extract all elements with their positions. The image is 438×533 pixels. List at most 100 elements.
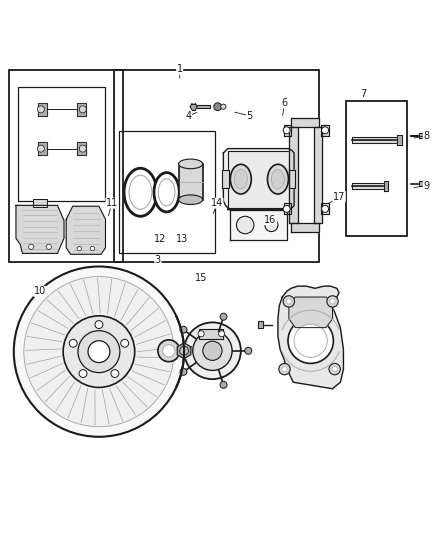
- Polygon shape: [77, 103, 86, 116]
- Circle shape: [79, 369, 87, 377]
- Circle shape: [69, 340, 77, 347]
- Circle shape: [77, 246, 81, 251]
- Ellipse shape: [268, 164, 288, 194]
- Circle shape: [180, 346, 188, 355]
- Polygon shape: [285, 125, 291, 135]
- Circle shape: [198, 330, 204, 337]
- Text: 14: 14: [211, 198, 223, 208]
- Polygon shape: [289, 297, 332, 328]
- Polygon shape: [177, 343, 191, 359]
- Text: 10: 10: [34, 286, 46, 296]
- Polygon shape: [291, 118, 319, 127]
- Circle shape: [121, 340, 129, 347]
- Circle shape: [321, 205, 328, 212]
- Text: 7: 7: [360, 89, 366, 99]
- Polygon shape: [16, 205, 64, 253]
- Text: 4: 4: [185, 111, 191, 121]
- Text: 11: 11: [106, 198, 118, 208]
- Polygon shape: [258, 321, 263, 328]
- Circle shape: [37, 145, 44, 152]
- Circle shape: [214, 103, 222, 111]
- Circle shape: [288, 318, 333, 364]
- Polygon shape: [321, 203, 329, 214]
- Circle shape: [63, 316, 135, 387]
- Bar: [179, 164, 203, 200]
- Circle shape: [37, 106, 44, 113]
- Circle shape: [294, 324, 327, 357]
- Ellipse shape: [179, 159, 203, 169]
- Polygon shape: [223, 171, 229, 188]
- Polygon shape: [38, 142, 46, 155]
- Text: 13: 13: [176, 235, 188, 245]
- Polygon shape: [289, 127, 297, 223]
- Bar: [10, 70, 123, 262]
- Circle shape: [283, 296, 294, 307]
- Text: 17: 17: [333, 192, 345, 201]
- Circle shape: [24, 277, 174, 427]
- Circle shape: [111, 369, 119, 377]
- Circle shape: [90, 246, 95, 251]
- Ellipse shape: [234, 169, 247, 189]
- Circle shape: [79, 145, 86, 152]
- Polygon shape: [352, 137, 398, 143]
- Ellipse shape: [179, 195, 203, 205]
- Ellipse shape: [265, 219, 278, 231]
- Text: 6: 6: [282, 98, 288, 108]
- Text: 16: 16: [265, 215, 277, 225]
- Circle shape: [95, 321, 103, 328]
- Circle shape: [203, 341, 222, 360]
- Polygon shape: [66, 206, 106, 254]
- Ellipse shape: [124, 168, 157, 216]
- Ellipse shape: [154, 173, 179, 212]
- Bar: [18, 87, 106, 201]
- Circle shape: [180, 368, 187, 375]
- Circle shape: [219, 330, 225, 337]
- Circle shape: [162, 345, 175, 357]
- Circle shape: [193, 331, 232, 370]
- Polygon shape: [314, 127, 321, 223]
- Text: 1: 1: [177, 64, 183, 74]
- Circle shape: [282, 367, 287, 372]
- Polygon shape: [419, 133, 424, 138]
- Polygon shape: [230, 210, 287, 240]
- Circle shape: [184, 322, 241, 379]
- Ellipse shape: [129, 175, 152, 209]
- Circle shape: [158, 340, 180, 362]
- Circle shape: [245, 348, 252, 354]
- Ellipse shape: [158, 179, 175, 206]
- Polygon shape: [397, 135, 403, 145]
- Polygon shape: [195, 105, 210, 108]
- Ellipse shape: [230, 164, 251, 194]
- Bar: [228, 151, 289, 207]
- Ellipse shape: [237, 216, 254, 234]
- Polygon shape: [291, 223, 319, 231]
- Text: 15: 15: [194, 273, 207, 283]
- Circle shape: [88, 341, 110, 362]
- Circle shape: [180, 326, 187, 333]
- Circle shape: [28, 244, 34, 249]
- Bar: [114, 70, 319, 262]
- Polygon shape: [38, 103, 46, 116]
- Circle shape: [78, 330, 120, 373]
- Bar: [199, 329, 223, 338]
- Polygon shape: [223, 149, 294, 210]
- Polygon shape: [419, 181, 424, 185]
- Polygon shape: [289, 171, 295, 188]
- Ellipse shape: [272, 169, 285, 189]
- Polygon shape: [285, 203, 291, 214]
- Circle shape: [279, 364, 290, 375]
- Circle shape: [221, 104, 226, 109]
- Circle shape: [220, 313, 227, 320]
- Bar: [346, 101, 407, 236]
- Circle shape: [329, 364, 340, 375]
- Text: 3: 3: [155, 255, 161, 265]
- Circle shape: [283, 127, 290, 134]
- Polygon shape: [321, 125, 329, 135]
- Circle shape: [330, 299, 335, 304]
- Polygon shape: [190, 104, 197, 110]
- Bar: [119, 131, 215, 253]
- Circle shape: [327, 296, 338, 307]
- Circle shape: [220, 381, 227, 389]
- Circle shape: [332, 367, 337, 372]
- Circle shape: [321, 127, 328, 134]
